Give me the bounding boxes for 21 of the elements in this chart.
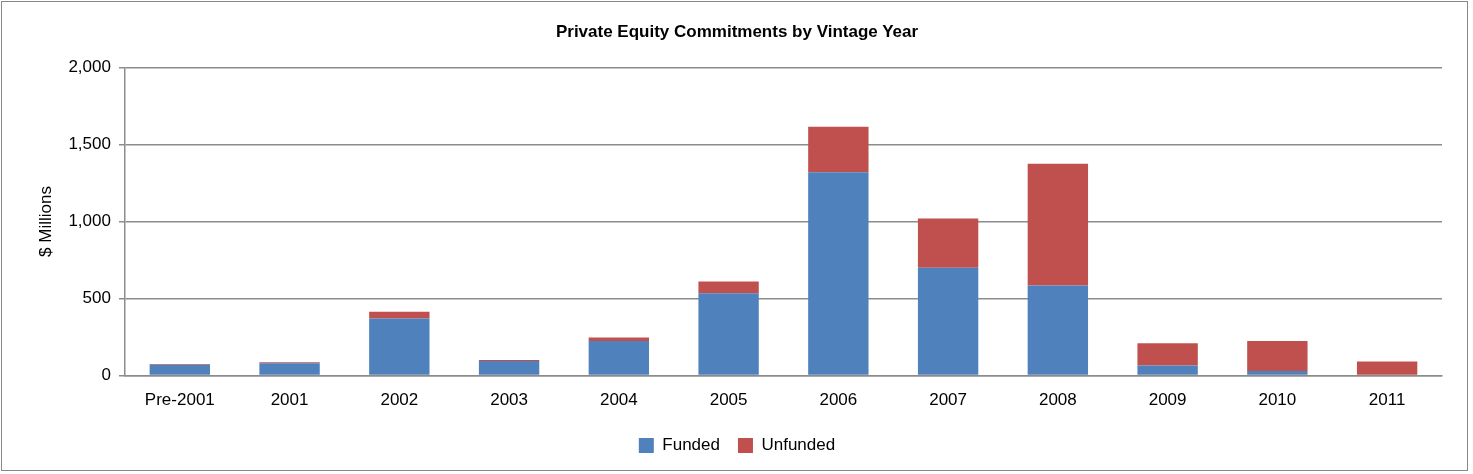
chart-title: Private Equity Commitments by Vintage Year bbox=[555, 21, 919, 41]
x-tick-label: 2007 bbox=[929, 390, 968, 410]
x-tick-label: 2001 bbox=[270, 390, 309, 410]
x-tick-label: 2009 bbox=[1148, 390, 1187, 410]
x-tick-label: Pre-2001 bbox=[144, 390, 215, 410]
y-tick-label: 500 bbox=[82, 288, 111, 308]
x-tick-label: 2003 bbox=[490, 390, 528, 410]
x-tick-label: 2011 bbox=[1368, 390, 1406, 410]
x-tick-label: 2010 bbox=[1258, 390, 1297, 410]
y-axis-title: $ Millions bbox=[35, 186, 55, 257]
y-tick-label: 1,500 bbox=[68, 134, 111, 154]
x-tick-label: 2005 bbox=[709, 390, 748, 410]
x-tick-label: 2002 bbox=[380, 390, 419, 410]
y-tick-label: 1,000 bbox=[68, 211, 111, 231]
y-tick-label: 2,000 bbox=[68, 57, 111, 77]
x-tick-label: 2004 bbox=[599, 390, 638, 410]
x-tick-label: 2008 bbox=[1038, 390, 1077, 410]
legend-label: Funded bbox=[662, 435, 720, 455]
legend-label: Unfunded bbox=[761, 435, 836, 455]
x-tick-label: 2006 bbox=[819, 390, 858, 410]
y-tick-label: 0 bbox=[101, 365, 111, 385]
